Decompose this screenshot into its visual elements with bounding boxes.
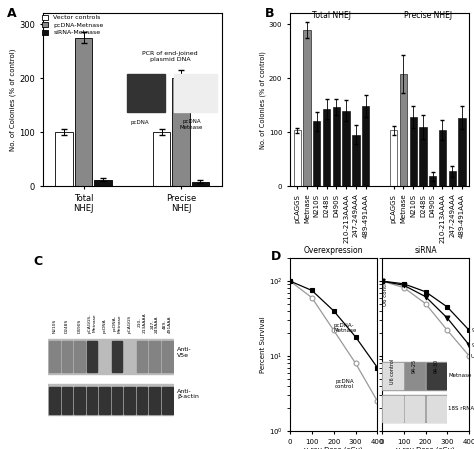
Bar	[153, 132, 170, 186]
Text: 210-
213AAAA: 210- 213AAAA	[138, 312, 146, 333]
Text: PCR of end-joined
plasmid DNA: PCR of end-joined plasmid DNA	[142, 51, 198, 62]
Bar	[400, 74, 407, 186]
Bar	[333, 107, 340, 186]
Bar	[419, 127, 427, 186]
Bar	[313, 121, 320, 186]
Text: pcDNA
Metnase: pcDNA Metnase	[180, 119, 203, 129]
Bar	[323, 109, 330, 186]
X-axis label: γ-ray Dose (cGy): γ-ray Dose (cGy)	[396, 446, 455, 449]
Bar	[294, 131, 301, 186]
Text: A: A	[7, 7, 17, 20]
Bar	[191, 182, 209, 186]
Bar	[172, 78, 190, 186]
Text: Precise NHEJ: Precise NHEJ	[404, 12, 452, 21]
Bar	[303, 30, 311, 186]
X-axis label: γ-ray Dose (cGy): γ-ray Dose (cGy)	[304, 446, 363, 449]
Text: D: D	[271, 250, 281, 263]
Text: Overexpression: Overexpression	[304, 246, 364, 255]
Text: pcDNA-
Metnase: pcDNA- Metnase	[113, 314, 121, 333]
Bar	[458, 118, 465, 186]
Bar	[342, 110, 350, 186]
Text: D248S: D248S	[65, 318, 69, 333]
Text: 94-25: 94-25	[472, 343, 474, 348]
Y-axis label: No. of Colonies (% of control): No. of Colonies (% of control)	[10, 48, 17, 151]
Text: 489-
491AAA: 489- 491AAA	[163, 315, 172, 333]
Text: U6 control: U6 control	[472, 353, 474, 359]
Bar	[362, 106, 369, 186]
Text: 94-30: 94-30	[472, 328, 474, 333]
Text: B: B	[265, 7, 274, 20]
Bar	[390, 131, 397, 186]
Bar	[352, 135, 359, 186]
Text: pcDNA: pcDNA	[130, 120, 149, 125]
Text: U6 control: U6 control	[383, 277, 388, 306]
Text: Anti-
β-actin: Anti- β-actin	[177, 389, 199, 400]
Bar	[75, 38, 92, 186]
Bar	[448, 172, 456, 186]
Bar	[410, 117, 417, 186]
Text: Total NHEJ: Total NHEJ	[312, 12, 351, 21]
Text: pcDNA
control: pcDNA control	[335, 379, 354, 389]
Y-axis label: No. of Colonies (% of control): No. of Colonies (% of control)	[260, 51, 266, 149]
Text: pcDNA: pcDNA	[102, 318, 107, 333]
Text: pCAGGS: pCAGGS	[128, 315, 132, 333]
Text: siRNA: siRNA	[414, 246, 437, 255]
Text: 247-
249AAA: 247- 249AAA	[150, 315, 159, 333]
Bar	[429, 176, 437, 186]
Text: D490S: D490S	[77, 318, 82, 333]
Text: pcDNA-
Metnase: pcDNA- Metnase	[334, 322, 357, 333]
Text: C: C	[34, 255, 43, 268]
Text: N210S: N210S	[52, 318, 56, 333]
Text: pCAGGS-
Metnase: pCAGGS- Metnase	[88, 313, 96, 333]
Text: Anti-
V5e: Anti- V5e	[177, 347, 192, 358]
Bar	[439, 130, 446, 186]
Bar	[94, 180, 112, 186]
Legend: Vector controls, pcDNA-Metnase, siRNA-Metnase: Vector controls, pcDNA-Metnase, siRNA-Me…	[42, 15, 104, 35]
Bar	[55, 132, 73, 186]
Y-axis label: Percent Survival: Percent Survival	[260, 317, 266, 373]
